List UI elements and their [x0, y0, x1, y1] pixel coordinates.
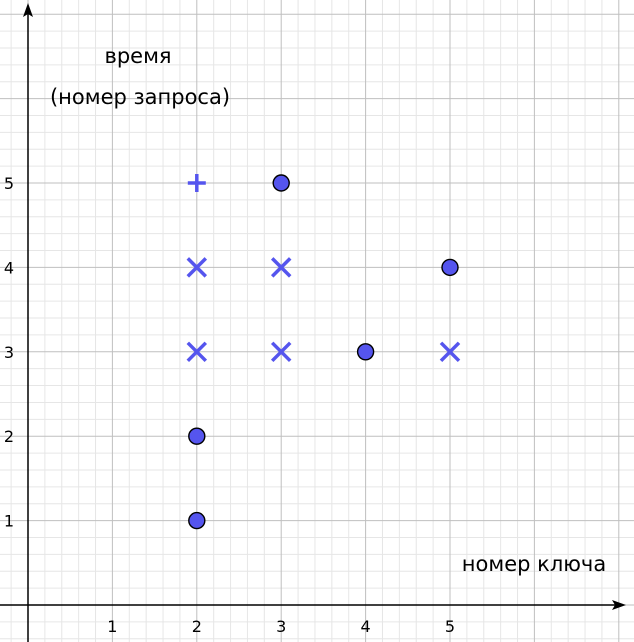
circle-point [356, 343, 375, 361]
x-tick-label: 1 [107, 617, 117, 636]
x-point [439, 341, 461, 363]
axes [0, 3, 626, 642]
y-tick-labels: 1 2 3 4 5 [4, 174, 14, 531]
y-tick-label: 1 [4, 512, 14, 531]
y-tick-label: 2 [4, 427, 14, 446]
y-axis-label-line-2: (номер запроса) [50, 85, 230, 109]
x-axis-arrow [612, 600, 626, 610]
plus-point [187, 174, 206, 192]
data-markers [186, 174, 461, 530]
x-point [270, 341, 292, 363]
x-tick-label: 4 [361, 617, 371, 636]
y-axis-arrow [23, 3, 33, 17]
x-tick-label: 2 [192, 617, 202, 636]
x-point [186, 341, 208, 363]
x-axis-label: номер ключа [462, 552, 606, 576]
x-point [186, 257, 208, 278]
circle-point [188, 427, 206, 445]
y-tick-label: 3 [4, 343, 14, 362]
y-tick-label: 5 [4, 174, 14, 193]
circle-point [441, 258, 459, 277]
x-point [270, 257, 292, 278]
x-tick-labels: 1 2 3 4 5 [107, 617, 455, 636]
circle-point [188, 511, 206, 530]
y-axis-label-line-1: время [104, 44, 171, 68]
x-tick-label: 3 [276, 617, 286, 636]
x-tick-label: 5 [445, 617, 455, 636]
y-tick-label: 4 [4, 258, 14, 277]
circle-point [272, 174, 290, 192]
